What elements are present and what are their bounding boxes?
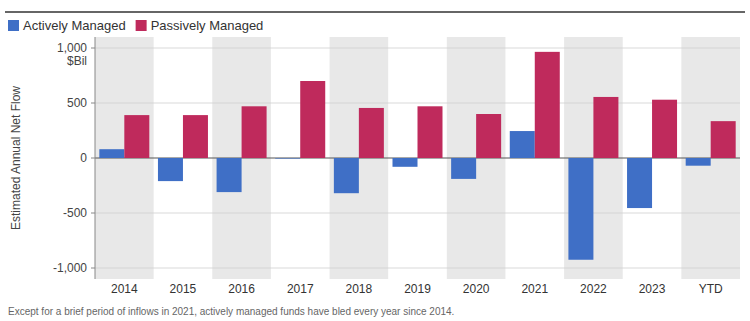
x-tick-label: 2023 xyxy=(639,282,666,296)
bar xyxy=(652,100,677,158)
y-tick-label: -1,000 xyxy=(53,261,87,275)
x-tick-label: 2016 xyxy=(228,282,255,296)
y-tick-label: 1,000 xyxy=(57,41,87,55)
bar xyxy=(183,115,208,158)
caption: Except for a brief period of inflows in … xyxy=(8,306,454,317)
bar xyxy=(535,52,560,158)
bar xyxy=(393,158,418,167)
x-tick-label: YTD xyxy=(699,282,723,296)
band-shade xyxy=(330,37,389,279)
bar xyxy=(568,158,593,260)
y-tick-label: 0 xyxy=(80,151,87,165)
y-unit: $Bil xyxy=(67,54,87,68)
tick-mark xyxy=(91,213,95,214)
x-tick-label: 2022 xyxy=(580,282,607,296)
legend-swatch xyxy=(136,20,147,31)
bar xyxy=(686,158,711,166)
x-tick-label: 2017 xyxy=(287,282,314,296)
chart: -1,000 -500 0 500 1,000$Bil Estimated Annual … xyxy=(0,0,750,321)
band-shade xyxy=(564,37,623,279)
bar xyxy=(593,97,618,158)
bar xyxy=(300,81,325,158)
grid-line xyxy=(95,213,740,214)
bar xyxy=(510,131,535,158)
bars xyxy=(99,52,735,260)
x-tick-label: 2019 xyxy=(404,282,431,296)
bar xyxy=(124,115,149,158)
bar xyxy=(334,158,359,193)
x-tick-label: 2015 xyxy=(170,282,197,296)
grid-line xyxy=(95,268,740,269)
tick-mark xyxy=(91,268,95,269)
bar xyxy=(99,149,124,158)
legend-label: Passively Managed xyxy=(151,18,264,33)
bar xyxy=(158,158,183,181)
tick-mark xyxy=(91,48,95,49)
y-axis xyxy=(95,37,96,279)
bar xyxy=(711,121,736,158)
band-shade xyxy=(212,37,271,279)
bar xyxy=(627,158,652,208)
tick-mark xyxy=(91,103,95,104)
x-tick-label: 2018 xyxy=(346,282,373,296)
grid-line xyxy=(95,103,740,104)
legend-label: Actively Managed xyxy=(23,18,126,33)
bar xyxy=(451,158,476,179)
bar xyxy=(476,114,501,158)
legend-swatch xyxy=(8,20,19,31)
grid-line xyxy=(95,48,740,49)
bar xyxy=(418,106,443,158)
bar xyxy=(275,158,300,160)
y-tick-label: 500 xyxy=(67,96,87,110)
band-shade xyxy=(95,37,154,279)
x-tick-label: 2020 xyxy=(463,282,490,296)
x-tick-label: 2021 xyxy=(521,282,548,296)
y-tick-label: -500 xyxy=(63,206,87,220)
top-rule xyxy=(5,11,745,13)
bar xyxy=(359,108,384,158)
tick-mark xyxy=(91,158,95,159)
bar xyxy=(217,158,242,192)
bar xyxy=(242,106,267,158)
x-tick-label: 2014 xyxy=(111,282,138,296)
band-shade xyxy=(447,37,506,279)
y-axis-label: Estimated Annual Net Flow xyxy=(9,86,23,230)
band-shade xyxy=(681,37,740,279)
